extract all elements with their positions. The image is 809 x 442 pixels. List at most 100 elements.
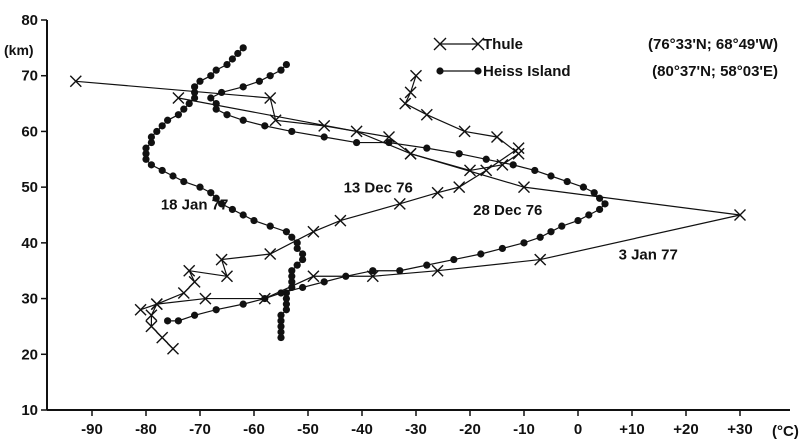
x-tick-label: -80 [135, 421, 157, 438]
x-tick-label: -50 [297, 421, 319, 438]
x-tick-label: -60 [243, 421, 265, 438]
dot-marker [353, 138, 361, 147]
cross-marker [199, 292, 212, 305]
cross-marker [393, 197, 406, 210]
dot-marker [158, 122, 166, 130]
dot-marker [158, 166, 166, 175]
dot-marker [196, 77, 204, 85]
series-annotation: 18 Jan 77 [161, 196, 229, 213]
dot-marker [212, 194, 220, 202]
dot-marker [520, 239, 528, 247]
cross-marker [156, 331, 169, 344]
dot-marker [299, 283, 307, 292]
y-tick-label: 10 [21, 402, 38, 419]
dot-marker [293, 239, 301, 247]
x-tick-labels: -90 -80 -70 -60 -50 -40 -30 -20 -10 0 +10 +20 +30 [81, 421, 753, 438]
dot-marker [547, 172, 555, 180]
dot-marker [563, 177, 571, 186]
dot-marker [180, 177, 188, 186]
cross-marker [145, 309, 158, 322]
cross-marker [512, 142, 525, 155]
dot-marker [191, 83, 199, 91]
cross-marker [366, 270, 379, 283]
dot-marker [147, 138, 155, 147]
y-tick-label: 60 [21, 123, 38, 140]
dot-marker [509, 161, 517, 169]
dot-marker [288, 267, 296, 275]
x-axis-unit-label: (°C) [772, 423, 799, 440]
dot-marker [477, 250, 485, 258]
cross-marker [512, 147, 525, 160]
cross-marker [134, 303, 147, 316]
x-tick-label: -70 [189, 421, 211, 438]
cross-marker [221, 270, 233, 283]
dot-marker [207, 94, 215, 102]
dot-marker [239, 211, 247, 219]
cross-marker [399, 97, 412, 110]
dot-marker [320, 133, 328, 141]
dot-marker [277, 322, 285, 331]
dot-marker [277, 317, 285, 325]
cross-marker [458, 125, 471, 138]
cross-marker [167, 342, 179, 355]
cross-marker [410, 69, 422, 82]
x-tick-label: +30 [727, 421, 752, 438]
legend-dot-marker [474, 67, 482, 75]
dot-marker [277, 289, 285, 297]
dot-marker [369, 267, 377, 275]
dot-marker [266, 222, 274, 230]
dot-marker [320, 278, 328, 286]
dot-marker [482, 155, 490, 163]
dot-marker [288, 278, 296, 286]
legend: Thule (76°33'N; 68°49'W) Heiss Island (80°3… [433, 36, 778, 80]
cross-marker [431, 186, 444, 199]
series-13-dec-76 [145, 142, 525, 355]
dot-marker [174, 317, 182, 325]
x-tick-label: +10 [619, 421, 644, 438]
cross-marker [69, 75, 82, 88]
y-tick-label: 50 [21, 179, 38, 196]
cross-marker [215, 253, 228, 266]
dot-marker [299, 255, 307, 264]
dot-marker [234, 49, 242, 58]
cross-marker [518, 181, 530, 194]
dot-marker [239, 116, 247, 124]
cross-marker [150, 298, 163, 311]
x-tick-label: -20 [459, 421, 481, 438]
y-axis-unit-label: (km) [4, 42, 34, 58]
dot-marker [164, 317, 172, 325]
dot-marker [223, 111, 231, 119]
dot-marker [596, 194, 604, 202]
dot-marker [601, 200, 609, 208]
dot-marker [277, 66, 285, 74]
dot-marker [547, 228, 555, 236]
dot-marker [423, 261, 431, 269]
dot-marker [277, 328, 285, 336]
legend-coords: (76°33'N; 68°49'W) [648, 36, 778, 53]
annotation-layer: 18 Jan 77 13 Dec 76 28 Dec 76 3 Jan 77 [161, 180, 678, 264]
dot-marker [239, 44, 247, 52]
x-tick-label: -40 [351, 421, 373, 438]
dot-marker [207, 72, 215, 80]
series-3-jan-77 [69, 75, 746, 316]
dot-marker [450, 255, 458, 264]
dot-marker [228, 205, 236, 214]
dot-marker [169, 172, 177, 180]
dot-marker [223, 60, 231, 69]
series-annotation: 13 Dec 76 [344, 180, 413, 197]
tick-marks [41, 19, 741, 416]
cross-marker [383, 131, 395, 143]
dot-marker [142, 155, 150, 163]
cross-marker [350, 125, 363, 138]
cross-marker [264, 248, 277, 260]
dot-marker [585, 211, 593, 219]
dot-marker [218, 88, 226, 97]
dot-marker [147, 133, 155, 141]
dot-marker [153, 127, 161, 136]
dot-marker [212, 105, 220, 113]
legend-name: Heiss Island [483, 63, 571, 80]
x-tick-label: +20 [673, 421, 698, 438]
dot-marker [191, 88, 199, 97]
dot-marker [142, 150, 150, 158]
